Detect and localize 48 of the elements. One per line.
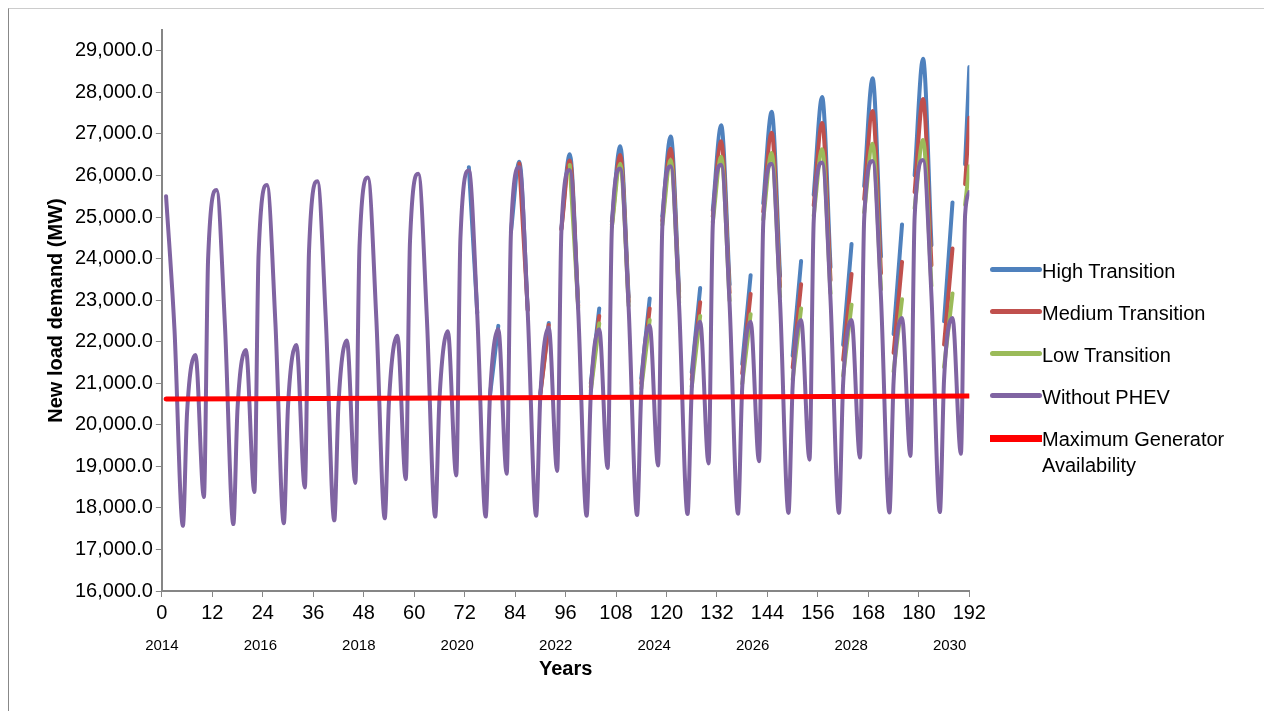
y-tick-label: 25,000.0 (74, 204, 153, 227)
x2-tick-label: 2024 (637, 636, 671, 654)
x-tick-label: 0 (156, 600, 168, 623)
y-tick-label: 18,000.0 (74, 495, 153, 518)
x-tick-label: 132 (700, 600, 734, 623)
y-tick-label: 22,000.0 (74, 329, 153, 352)
x-tick-label: 72 (453, 600, 476, 623)
x-axis-title: Years (538, 656, 593, 679)
y-tick-label: 26,000.0 (74, 162, 153, 185)
x-tick-label: 12 (201, 600, 224, 623)
x-tick-label: 84 (503, 600, 527, 623)
y-tick-label: 24,000.0 (74, 246, 153, 269)
y-tick-label: 27,000.0 (74, 121, 153, 144)
y-axis-title: New load demand (MW) (43, 198, 66, 423)
x-tick-label: 96 (554, 600, 577, 623)
x-tick-label: 24 (251, 600, 274, 623)
x-tick-label: 48 (352, 600, 375, 623)
x-tick-label: 192 (952, 600, 986, 623)
y-tick-label: 21,000.0 (74, 370, 153, 393)
y-tick-label: 29,000.0 (74, 38, 153, 61)
x-tick-label: 36 (302, 600, 325, 623)
y-tick-label: 16,000.0 (74, 578, 153, 601)
x2-tick-label: 2014 (145, 636, 179, 654)
x2-tick-label: 2026 (735, 636, 770, 654)
legend-label: High Transition (1042, 259, 1176, 284)
x-tick-label: 108 (599, 600, 633, 623)
x-tick-label: 60 (403, 600, 426, 623)
x2-tick-label: 2016 (243, 636, 278, 654)
legend-label: Low Transition (1042, 343, 1171, 368)
y-tick-label: 28,000.0 (74, 79, 153, 102)
x-tick-label: 120 (649, 600, 684, 623)
x2-tick-label: 2018 (342, 636, 376, 654)
y-tick-label: 19,000.0 (74, 453, 153, 476)
y-tick-label: 17,000.0 (74, 536, 153, 559)
x-tick-label: 156 (801, 600, 835, 623)
legend-label: Maximum Generator Availability (1042, 427, 1226, 478)
legend-label: Without PHEV (1042, 385, 1170, 410)
x2-tick-label: 2022 (539, 636, 573, 654)
x-tick-label: 180 (902, 600, 936, 623)
x-tick-label: 168 (851, 600, 886, 623)
x-tick-label: 144 (750, 600, 785, 623)
x2-tick-label: 2030 (932, 636, 967, 654)
x2-tick-label: 2028 (834, 636, 868, 654)
y-tick-label: 23,000.0 (74, 287, 153, 310)
legend-label: Medium Transition (1042, 301, 1206, 326)
x2-tick-label: 2020 (440, 636, 474, 654)
line-series (164, 158, 970, 528)
y-tick-label: 20,000.0 (74, 412, 153, 435)
